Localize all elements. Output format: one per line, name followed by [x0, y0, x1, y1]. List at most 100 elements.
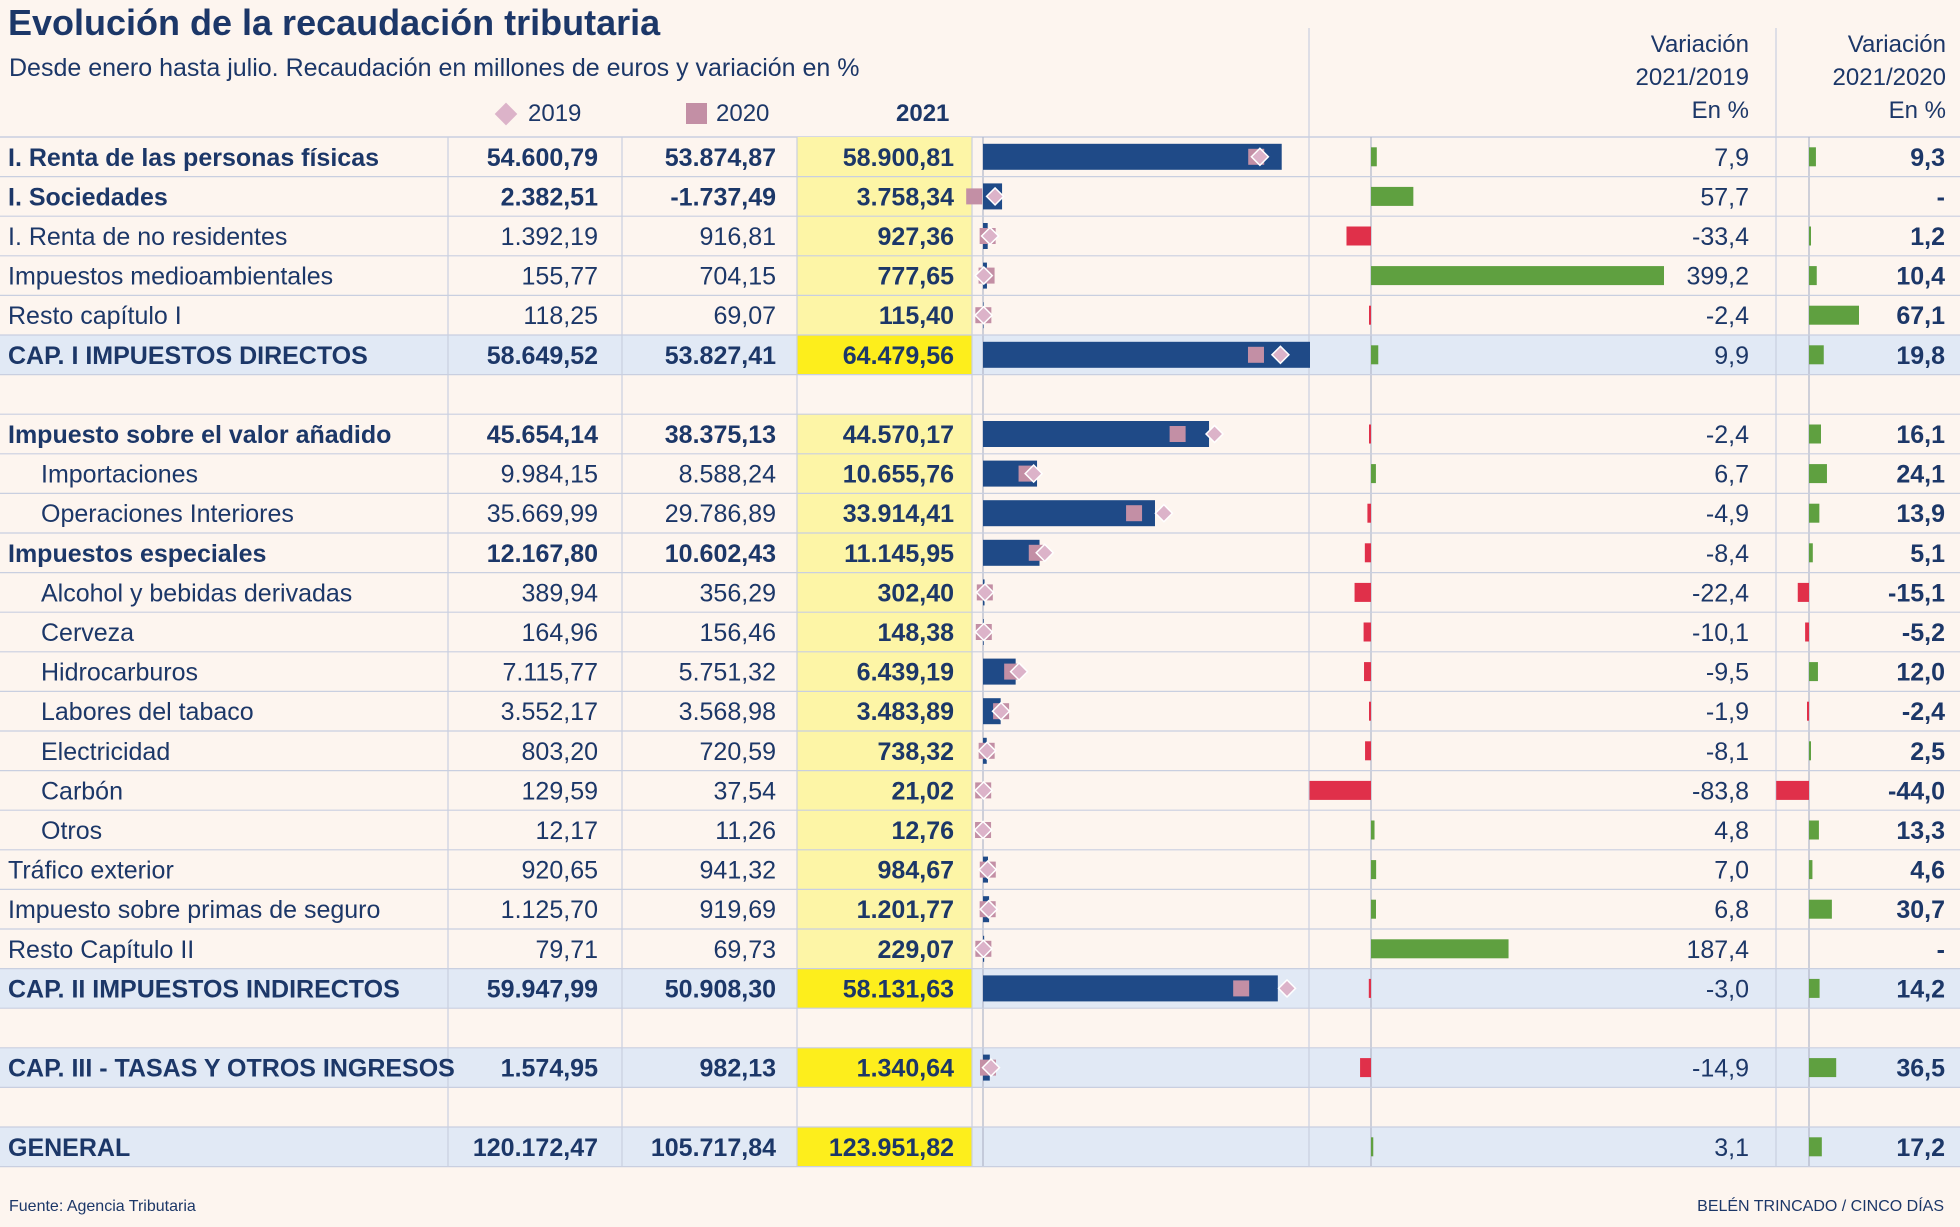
variation-2020-value: 2,5: [1910, 738, 1945, 766]
marker-2019: [973, 820, 993, 840]
variation-2020-bar: [1809, 543, 1813, 563]
chart-title: Evolución de la recaudación tributaria: [8, 2, 661, 43]
variation-2020-value: -44,0: [1888, 777, 1945, 805]
value-2020: 53.827,41: [665, 342, 776, 370]
value-2019: 79,71: [535, 936, 598, 964]
highlight-2021-cell: [797, 849, 972, 890]
value-2021: 44.570,17: [843, 421, 954, 449]
variation-2020-bar: [1809, 345, 1824, 365]
row-label: Otros: [41, 817, 102, 845]
value-2020: 941,32: [700, 857, 776, 885]
variation-2019-value: 7,0: [1714, 857, 1749, 885]
variation-2019-value: -10,1: [1692, 619, 1749, 647]
value-2020: 982,13: [700, 1055, 776, 1083]
variation-2019-bar: [1371, 266, 1664, 286]
marker-2019: [991, 701, 1011, 721]
legend-2020: 2020: [686, 100, 769, 128]
value-2019: 9.984,15: [501, 461, 598, 489]
value-2019: 920,65: [522, 857, 598, 885]
value-2020: 105.717,84: [651, 1134, 776, 1162]
variation-2019-value: 4,8: [1714, 817, 1749, 845]
marker-2019: [979, 899, 999, 919]
variation-2019-bar: [1369, 305, 1371, 325]
variation-2020-value: 9,3: [1910, 144, 1945, 172]
row-label: Alcohol y bebidas derivadas: [41, 579, 352, 607]
variation-2019-value: -83,8: [1692, 777, 1749, 805]
variation-2020-bar: [1809, 899, 1832, 919]
value-2021: 1.340,64: [857, 1055, 954, 1083]
variation-2019-bar: [1371, 1137, 1374, 1157]
variation-2020-value: -2,4: [1902, 698, 1945, 726]
variation-2020-header: Variación 2021/2020 En %: [1833, 28, 1946, 127]
variation-2020-bar: [1809, 741, 1811, 761]
variation-2019-value: -2,4: [1706, 421, 1749, 449]
value-2021: 11.145,95: [844, 540, 954, 568]
row-label: Cerveza: [41, 619, 134, 647]
variation-2020-value: -: [1937, 936, 1945, 964]
variation-2020-value: -: [1937, 183, 1945, 211]
variation-2019-bar: [1371, 186, 1414, 206]
variation-2020-bar: [1809, 820, 1819, 840]
row-label: I. Sociedades: [8, 183, 168, 211]
highlight-2021-cell: [797, 731, 972, 771]
value-2020: 38.375,13: [665, 421, 776, 449]
highlight-2021-cell: [797, 493, 972, 533]
variation-2020-unit: En %: [1888, 97, 1946, 124]
marker-2019: [981, 1058, 1001, 1078]
value-2019: 1.125,70: [501, 896, 598, 924]
value-2021: 58.131,63: [843, 975, 954, 1003]
variation-2020-value: 10,4: [1896, 263, 1945, 291]
value-2021: 115,40: [879, 302, 954, 330]
variation-2020-bar: [1809, 1137, 1822, 1157]
value-2021: 927,36: [878, 223, 954, 251]
variation-2019-bar: [1371, 820, 1375, 840]
marker-2019: [1035, 543, 1055, 563]
marker-2019: [1270, 345, 1290, 365]
value-2021: 21,02: [891, 777, 954, 805]
highlight-2021-cell: [797, 1047, 972, 1088]
highlight-2021-cell: [797, 651, 972, 692]
value-2019: 7.115,77: [503, 659, 598, 687]
value-2020: 11,26: [715, 817, 776, 845]
variation-2019-header: Variación 2021/2019 En %: [1636, 28, 1749, 127]
value-2020: 156,46: [700, 619, 776, 647]
variation-2019-bar: [1368, 978, 1371, 998]
variation-2019-value: 57,7: [1700, 183, 1749, 211]
row-label: CAP. II IMPUESTOS INDIRECTOS: [8, 975, 400, 1003]
value-2021: 3.483,89: [857, 698, 954, 726]
value-2021: 777,65: [878, 263, 955, 291]
highlight-2021-cell: [797, 968, 972, 1009]
value-2021: 738,32: [878, 738, 954, 766]
marker-2019: [1154, 503, 1174, 523]
variation-2019-value: 6,7: [1714, 461, 1749, 489]
variation-2020-bar: [1809, 860, 1813, 880]
marker-2020: [1247, 346, 1264, 363]
value-2019: 2.382,51: [501, 183, 598, 211]
variation-2019-value: -22,4: [1692, 579, 1749, 607]
variation-2020-value: 1,2: [1910, 223, 1945, 251]
value-2019: 59.947,99: [487, 975, 598, 1003]
legend-square-icon: [686, 103, 707, 124]
variation-2020-bar: [1797, 582, 1809, 602]
variation-2019-value: -4,9: [1706, 500, 1749, 528]
marker-2019: [978, 860, 998, 880]
row-label: Impuesto sobre el valor añadido: [8, 421, 391, 449]
row-label: Impuestos medioambientales: [8, 263, 333, 291]
value-2021: 33.914,41: [843, 500, 954, 528]
marker-2020: [1233, 980, 1250, 997]
value-2019: 1.574,95: [501, 1055, 598, 1083]
value-2019: 120.172,47: [473, 1134, 598, 1162]
variation-2020-value: 5,1: [1910, 540, 1945, 568]
value-2020: 37,54: [713, 777, 776, 805]
marker-2019: [974, 305, 994, 325]
variation-2020-period: 2021/2020: [1832, 64, 1946, 91]
value-2021: 10.655,76: [843, 461, 954, 489]
variation-2019-value: -3,0: [1706, 975, 1749, 1003]
variation-2019-value: -8,1: [1706, 738, 1749, 766]
variation-2020-value: 16,1: [1896, 421, 1945, 449]
variation-2020-value: 13,9: [1896, 500, 1945, 528]
variation-2019-bar: [1369, 424, 1371, 444]
variation-2019-bar: [1371, 899, 1376, 919]
variation-2020-bar: [1805, 622, 1809, 642]
